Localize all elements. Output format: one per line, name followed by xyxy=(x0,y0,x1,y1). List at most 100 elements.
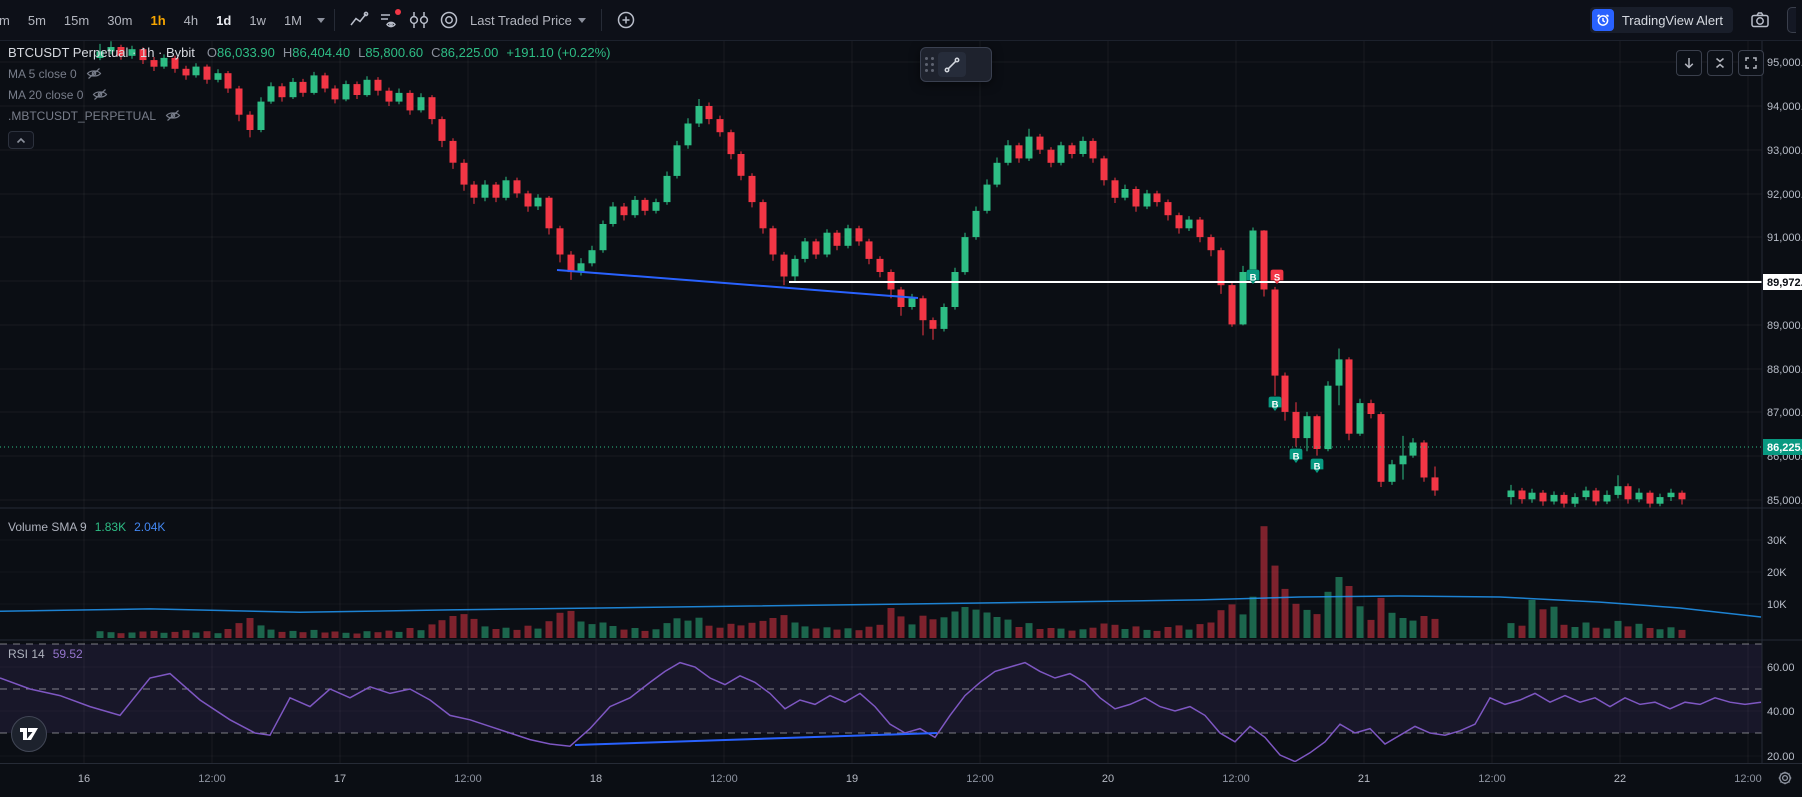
ohlc-O: O86,033.90 xyxy=(206,45,275,60)
price-axis-label: 95,000.0 xyxy=(1767,57,1802,69)
time-label: 12:00 xyxy=(1734,773,1762,785)
line-chart-icon xyxy=(350,11,369,26)
trendline-icon xyxy=(944,57,960,72)
time-label: 12:00 xyxy=(1222,773,1250,785)
eye-slash-icon[interactable] xyxy=(165,109,181,122)
add-alert-plus-button[interactable] xyxy=(611,5,641,35)
ohlc-H: H86,404.40 xyxy=(282,45,351,60)
trade-marker-buy[interactable]: B xyxy=(1246,269,1260,285)
timeframe-1w[interactable]: 1w xyxy=(249,12,266,28)
collapse-chevrons-icon xyxy=(1716,57,1724,69)
collapse-pane-button[interactable] xyxy=(1707,50,1733,76)
ma20-label: MA 20 close 0 xyxy=(8,87,84,102)
axis-settings-button[interactable] xyxy=(1776,769,1794,792)
price-axis-label: 93,000.0 xyxy=(1767,145,1802,157)
tradingview-logo[interactable] xyxy=(11,716,47,752)
trade-marker-sell[interactable]: S xyxy=(1270,269,1284,285)
compare-candles-icon xyxy=(409,12,429,28)
timeframe-m[interactable]: m xyxy=(0,12,10,28)
trade-marker-buy[interactable]: B xyxy=(1268,396,1282,412)
price-axis-label: 87,000.0 xyxy=(1767,407,1802,419)
toolbar-divider xyxy=(334,9,335,31)
alert-price-label xyxy=(1763,274,1802,290)
rsi-layer xyxy=(0,661,1762,762)
indicators-button[interactable] xyxy=(374,5,404,35)
svg-text:S: S xyxy=(1274,273,1280,284)
volume-axis-label: 10K xyxy=(1767,599,1787,611)
floating-drawing-toolbar xyxy=(920,47,992,82)
timeframe-menu-caret-icon[interactable] xyxy=(317,17,325,23)
price-axis[interactable]: 95,000.0 94,000.0 93,000.0 92,000.0 91,000.0… xyxy=(1763,57,1802,763)
svg-text:B: B xyxy=(1293,452,1300,463)
timeframe-4h[interactable]: 4h xyxy=(183,12,199,28)
rsi-axis-label: 40.00 xyxy=(1767,706,1795,718)
bullseye-button[interactable] xyxy=(434,5,464,35)
price-axis-label: 85,000.0 xyxy=(1767,495,1802,507)
indicator-row-ma20[interactable]: MA 20 close 0 xyxy=(8,87,610,102)
price-source-selector[interactable]: Last Traded Price xyxy=(464,13,592,28)
timeframe-30m[interactable]: 30m xyxy=(107,12,133,28)
trade-markers: B S B B B xyxy=(1246,269,1324,474)
compare-button[interactable] xyxy=(404,5,434,35)
indicator-row-synthetic[interactable]: .MBTCUSDT_PERPETUAL xyxy=(8,108,610,123)
volume-value: 1.83K xyxy=(94,520,127,534)
time-label: 17 xyxy=(333,773,347,785)
rsi-legend[interactable]: RSI 14 59.52 xyxy=(8,647,83,661)
chart-style-button[interactable] xyxy=(344,5,374,35)
indicator-row-ma5[interactable]: MA 5 close 0 xyxy=(8,66,610,81)
gear-icon xyxy=(1778,771,1792,785)
time-axis[interactable]: 16 12:00 17 12:00 18 12:00 19 12:00 20 12:00 21 12:… xyxy=(0,763,1802,797)
volume-legend[interactable]: Volume SMA 9 1.83K 2.04K xyxy=(8,520,165,534)
volume-sma-line xyxy=(0,595,1762,618)
chevron-up-icon xyxy=(16,137,26,143)
ohlc-C: C86,225.00 xyxy=(431,45,499,60)
timeframe-15m[interactable]: 15m xyxy=(63,12,90,28)
bullseye-icon xyxy=(440,11,458,29)
toolbar-right-group: TradingView Alert xyxy=(1589,5,1802,35)
volume-axis-label: 30K xyxy=(1767,535,1787,547)
screenshot-button[interactable] xyxy=(1745,5,1775,35)
ohlc-values: O86,033.90 H86,404.40 L85,800.60 C86,225.00 xyxy=(207,45,499,60)
price-source-caret-icon xyxy=(577,17,586,23)
svg-text:86,225.0: 86,225.0 xyxy=(1767,442,1802,454)
arrow-down-icon xyxy=(1684,58,1694,69)
maximize-pane-button[interactable] xyxy=(1738,50,1764,76)
rsi-axis-label: 20.00 xyxy=(1767,751,1795,763)
trendline-tool-button[interactable] xyxy=(938,52,966,77)
eye-slash-icon[interactable] xyxy=(86,67,102,80)
timeframe-1h[interactable]: 1h xyxy=(150,12,166,28)
time-label: 12:00 xyxy=(454,773,482,785)
price-change: +191.10 (+0.22%) xyxy=(506,45,611,60)
tradingview-alert-button[interactable]: TradingView Alert xyxy=(1589,7,1733,33)
price-axis-label: 88,000.0 xyxy=(1767,364,1802,376)
rsi-legend-title: RSI 14 xyxy=(8,647,45,661)
volume-sma-value: 2.04K xyxy=(134,520,166,534)
collapse-legend-button[interactable] xyxy=(8,131,34,149)
timeframe-5m[interactable]: 5m xyxy=(27,12,46,28)
drag-handle[interactable] xyxy=(925,57,934,72)
time-label: 22 xyxy=(1613,773,1627,785)
scroll-to-realtime-button[interactable] xyxy=(1676,50,1702,76)
trendline-rsi[interactable] xyxy=(574,732,938,746)
timeframe-1d[interactable]: 1d xyxy=(216,12,232,28)
trade-marker-buy[interactable]: B xyxy=(1310,458,1324,474)
volume-legend-title: Volume SMA 9 xyxy=(8,520,87,534)
trade-marker-buy[interactable]: B xyxy=(1289,448,1303,464)
price-axis-label: 94,000.0 xyxy=(1767,101,1802,113)
time-label: 21 xyxy=(1357,773,1371,785)
volume-axis-label: 20K xyxy=(1767,567,1787,579)
trendline-main[interactable] xyxy=(556,269,919,299)
notification-dot xyxy=(395,9,401,15)
time-label: 12:00 xyxy=(966,773,994,785)
eye-slash-icon[interactable] xyxy=(92,88,108,101)
timeframe-1M[interactable]: 1M xyxy=(283,12,302,28)
timeframe-group: m 5m 15m 30m 1h 4h 1d 1w 1M xyxy=(0,13,311,28)
indicator-list-eye-icon xyxy=(381,14,396,28)
symbol-title-row[interactable]: BTCUSDT Perpetual · 1h · Bybit O86,033.9… xyxy=(8,45,610,60)
clipped-edge-button[interactable] xyxy=(1787,7,1796,33)
time-label: 19 xyxy=(845,773,859,785)
volume-bars xyxy=(0,526,1762,638)
price-axis-label: 92,000.0 xyxy=(1767,189,1802,201)
price-axis-label: 91,000.0 xyxy=(1767,232,1802,244)
